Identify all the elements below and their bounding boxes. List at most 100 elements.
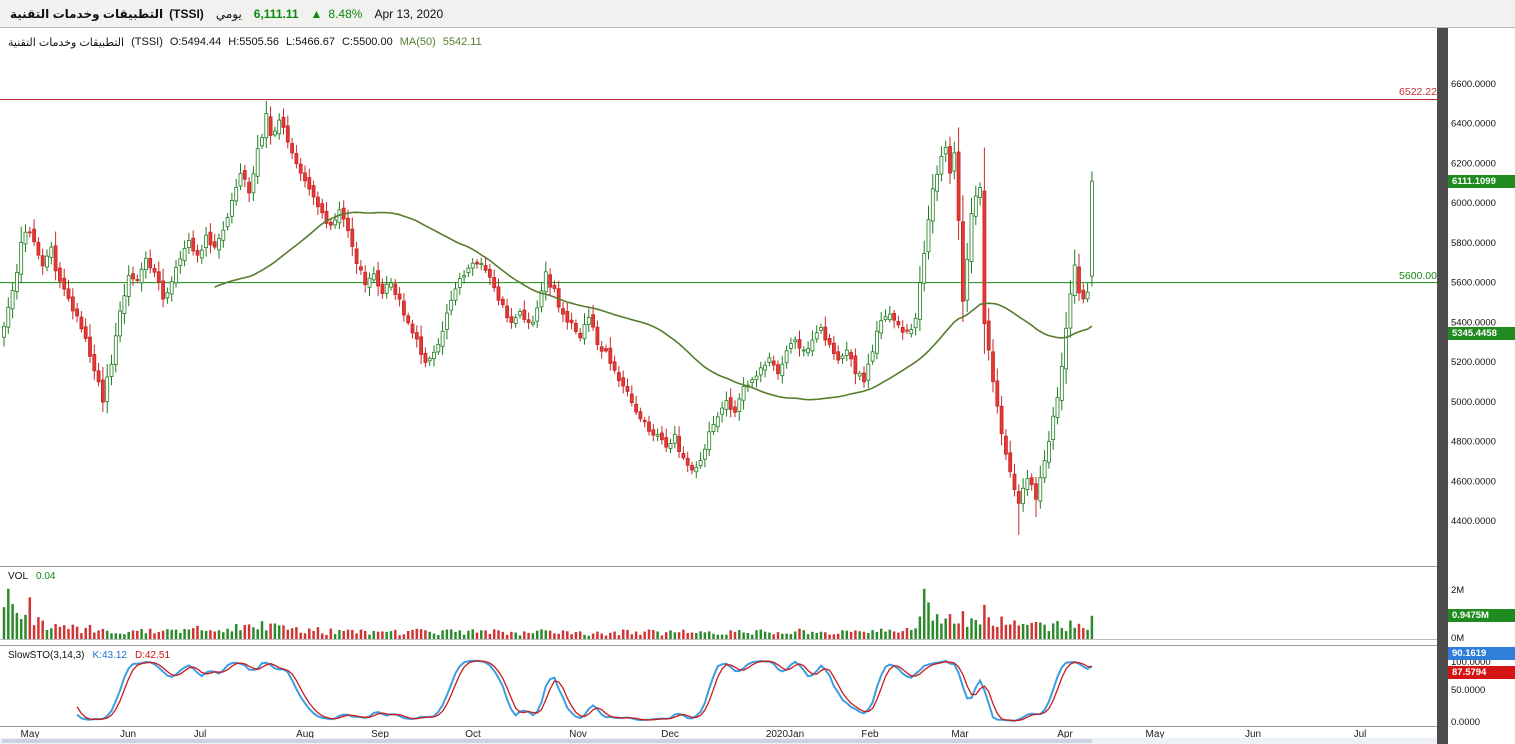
volume-bar — [983, 604, 986, 639]
candle-body — [113, 335, 118, 365]
candle-body — [427, 358, 432, 362]
volume-bar — [725, 634, 728, 639]
candle-body — [453, 288, 458, 301]
candle-body — [363, 271, 368, 286]
candle-body — [578, 332, 583, 339]
candle-body — [324, 210, 329, 224]
volume-bar — [256, 629, 259, 639]
month-label: Dec — [661, 729, 679, 740]
candle-body — [285, 125, 290, 143]
candle-body — [586, 317, 591, 325]
candle-body — [475, 261, 479, 265]
volume-bar — [527, 632, 530, 639]
candle-body — [487, 269, 492, 278]
volume-bar — [781, 633, 784, 639]
candle-body — [827, 337, 832, 345]
candle-body — [423, 352, 428, 363]
volume-bar — [467, 630, 470, 639]
volume-bar — [776, 632, 780, 639]
volume-bar — [854, 630, 857, 639]
volume-bar — [738, 630, 741, 639]
volume-bar — [118, 633, 122, 639]
month-label: Mar — [951, 729, 969, 740]
candle-body — [789, 343, 793, 349]
candle-body — [1038, 477, 1043, 502]
legend-open: O:5494.44 — [169, 36, 222, 48]
volume-bar — [871, 630, 874, 639]
candle-body — [758, 367, 763, 376]
candle-body — [969, 213, 974, 263]
timeframe-label[interactable]: يومي — [215, 6, 242, 21]
volume-bar — [406, 630, 410, 639]
volume-bar — [191, 628, 195, 639]
candle-body — [574, 322, 578, 332]
volume-bar — [252, 627, 255, 639]
sto-axis-ticks: 100.0000 50.0000 0.0000 — [1451, 657, 1491, 728]
candle-body — [552, 284, 557, 289]
candle-body — [883, 316, 888, 321]
candle-body — [879, 320, 884, 334]
change-percent: 8.48% — [328, 6, 363, 21]
volume-bar — [897, 632, 900, 639]
candle-body — [918, 282, 922, 320]
volume-bar — [867, 632, 870, 639]
candle-body — [49, 246, 54, 258]
candle-body — [247, 181, 252, 194]
volume-bar — [428, 631, 431, 639]
candle-body — [754, 375, 759, 381]
candle-body — [148, 258, 153, 269]
volume-value: 0.04 — [36, 571, 56, 582]
candle-body — [294, 153, 299, 165]
candle-body — [410, 323, 415, 334]
volume-bar — [768, 632, 771, 639]
candle-body — [1068, 293, 1073, 329]
volume-bar — [41, 620, 44, 639]
horizontal-scrollbar[interactable] — [0, 738, 1437, 744]
volume-bar — [953, 623, 956, 639]
volume-bar — [604, 635, 608, 639]
candle-body — [543, 271, 548, 293]
candle-body — [79, 316, 84, 330]
volume-bar — [888, 629, 892, 639]
candle-body — [724, 400, 729, 410]
candle-body — [238, 172, 243, 187]
volume-bar — [892, 631, 896, 639]
candle-body — [513, 317, 518, 324]
volume-bar — [677, 632, 681, 639]
candle-body — [1064, 327, 1068, 370]
sto-tick-label: 0.0000 — [1451, 717, 1480, 728]
volume-bar — [802, 630, 806, 639]
vertical-scrollbar[interactable] — [1437, 28, 1448, 744]
horizontal-scrollbar-handle[interactable] — [2, 739, 1092, 743]
resistance-level-label: 6522.22 — [1399, 86, 1437, 98]
candle-body — [728, 397, 733, 410]
volume-bar — [957, 623, 960, 639]
volume-bar — [660, 635, 664, 639]
candle-body — [548, 274, 552, 288]
month-label: Jun — [1245, 729, 1261, 740]
candle-body — [444, 312, 449, 330]
candle-body — [612, 361, 617, 371]
candle-body — [182, 248, 187, 261]
candle-body — [694, 466, 699, 473]
candle-body — [440, 330, 445, 347]
sto-panel-label: SlowSTO(3,14,3) K:43.12 D:42.51 — [8, 650, 170, 661]
candle-body — [569, 319, 574, 324]
candle-body — [350, 228, 355, 247]
volume-bar — [338, 630, 341, 639]
candle-body — [457, 278, 462, 288]
volume-bar — [123, 634, 126, 639]
candle-body — [780, 363, 785, 377]
candle-body — [307, 177, 312, 190]
volume-bar — [643, 631, 646, 639]
candle-body — [642, 419, 647, 423]
volume-bar — [1021, 623, 1025, 639]
volume-bar — [402, 634, 406, 639]
candle-body — [690, 465, 694, 471]
up-arrow-icon: ▲ — [310, 6, 323, 21]
candle-body — [986, 320, 991, 351]
sto-tick-label: 100.0000 — [1451, 657, 1491, 668]
volume-bar — [174, 629, 178, 639]
